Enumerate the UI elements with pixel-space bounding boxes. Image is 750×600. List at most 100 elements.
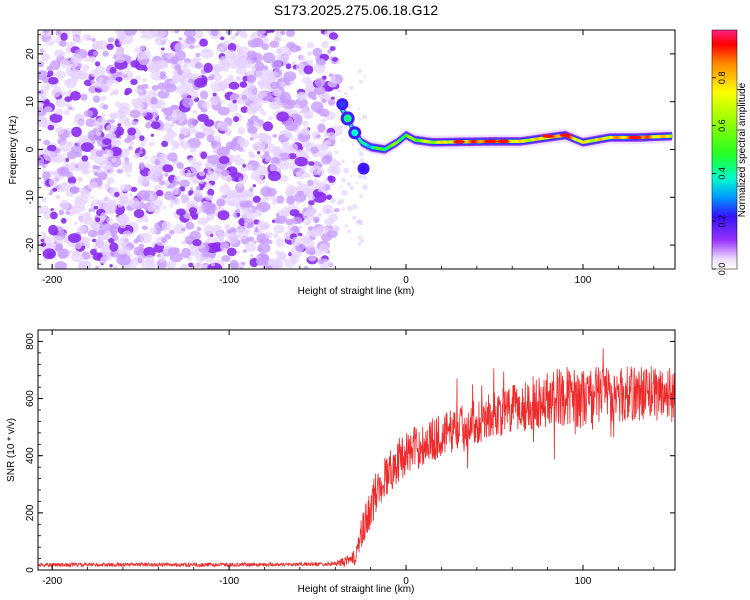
noise-speckle [276,213,280,217]
noise-speckle [296,200,301,205]
noise-speckle [109,92,114,96]
noise-speckle [40,95,47,101]
noise-speckle [110,230,117,237]
noise-speckle [185,36,196,45]
noise-speckle [336,88,341,93]
snr-y-tick-label: 800 [25,333,36,350]
noise-speckle [74,221,78,226]
noise-speckle [328,225,334,230]
noise-speckle [285,63,292,70]
noise-speckle [287,225,292,230]
noise-speckle [142,112,148,117]
noise-speckle [102,104,109,110]
noise-speckle [352,215,357,220]
noise-speckle [330,76,337,81]
noise-speckle [83,110,94,118]
noise-speckle [87,229,98,238]
noise-speckle [195,62,203,69]
noise-speckle [285,80,291,86]
snr-y-tick-label: 200 [25,504,36,521]
noise-speckle [111,222,120,230]
spectrogram-y-tick-label: 10 [25,96,36,108]
noise-speckle [334,226,340,233]
noise-speckle [75,37,82,44]
noise-speckle [170,56,179,65]
signal-peak [453,140,466,144]
noise-speckle [188,189,194,195]
noise-speckle [349,185,354,190]
noise-speckle [259,238,265,244]
noise-speckle [269,30,275,33]
signal-blob [339,101,346,108]
noise-speckle [262,112,267,116]
noise-speckle [136,88,144,94]
noise-speckle [123,74,128,78]
noise-speckle [65,66,76,77]
noise-speckle [357,174,362,179]
snr-frame [37,329,676,571]
noise-speckle [92,95,101,103]
noise-speckle [228,81,240,90]
noise-speckle [288,161,298,171]
noise-speckle [275,237,285,248]
snr-y-tick-label: 0 [25,567,36,573]
noise-speckle [314,77,326,87]
noise-speckle [199,38,209,47]
noise-speckle [50,211,58,220]
noise-speckle [38,61,44,68]
noise-speckle [151,84,159,91]
noise-speckle [288,153,297,160]
noise-speckle [197,217,209,225]
noise-speckle [309,165,322,176]
noise-speckle [224,223,232,230]
noise-speckle [203,225,214,235]
noise-speckle [211,262,215,267]
noise-speckle [39,245,47,251]
noise-speckle [258,78,269,90]
noise-speckle [210,73,214,77]
noise-speckle [60,32,68,41]
noise-speckle [192,56,201,64]
noise-speckle [58,209,65,216]
spectrogram-y-ticks: -20 -10 0 10 20 [25,34,675,265]
noise-speckle [273,232,279,238]
noise-speckle [52,187,58,192]
noise-speckle [273,89,282,97]
noise-speckle [327,175,334,182]
noise-speckle [249,253,254,258]
noise-speckle [351,143,355,147]
noise-speckle [184,170,188,174]
noise-speckle [359,79,363,84]
noise-speckle [198,179,205,184]
noise-speckle [213,73,223,82]
noise-speckle [206,134,214,143]
noise-speckle [89,155,95,161]
noise-speckle [312,216,320,223]
noise-speckle [246,75,254,82]
noise-speckle [202,48,209,53]
noise-speckle [149,227,158,235]
noise-speckle [67,176,77,185]
noise-speckle [151,30,166,39]
noise-speckle [272,71,278,77]
noise-speckle [102,138,112,146]
noise-speckle [84,211,91,217]
noise-speckle [117,35,125,42]
noise-speckle [177,113,186,122]
noise-speckle [212,92,217,97]
signal-peak [484,139,497,144]
noise-speckle [363,75,366,78]
noise-speckle [157,82,167,90]
noise-speckle [346,181,352,187]
noise-speckle [205,171,220,182]
noise-speckle [159,180,165,186]
noise-speckle [38,155,45,167]
noise-speckle [299,235,310,243]
noise-speckle [112,88,120,96]
noise-speckle [325,137,337,146]
noise-speckle [225,195,241,207]
noise-speckle [53,122,58,128]
noise-speckle [246,106,258,115]
noise-speckle [185,221,195,230]
noise-speckle [181,247,191,259]
